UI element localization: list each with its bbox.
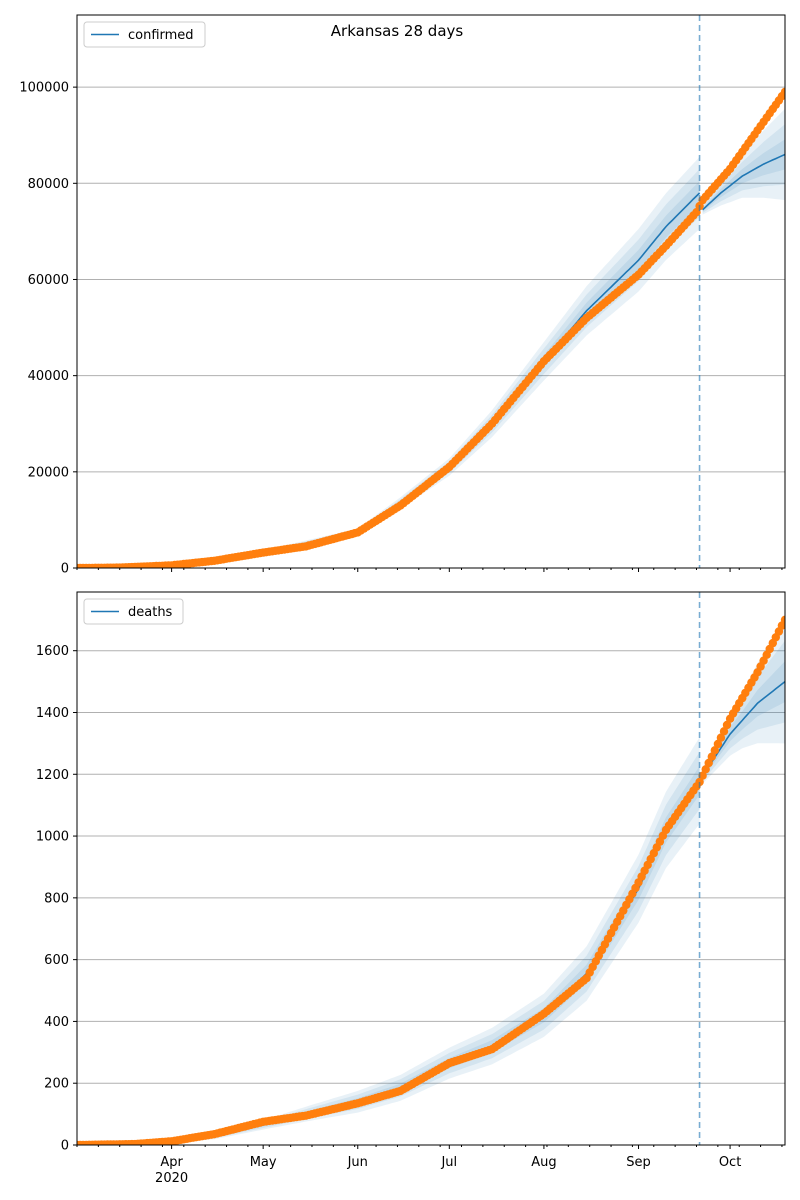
model-line-forecast [702, 153, 785, 211]
y-tick-label: 1000 [36, 830, 69, 845]
y-tick-label: 20000 [28, 465, 69, 480]
observed-point [710, 746, 719, 755]
plot-area [77, 87, 785, 568]
figure-title: Arkansas 28 days [331, 22, 464, 40]
x-tick-label: Apr [160, 1155, 183, 1170]
x-tick-label: Jun [347, 1155, 368, 1170]
x-tick-label: Jul [440, 1155, 457, 1170]
y-tick-label: 100000 [19, 81, 69, 96]
legend-box [83, 598, 184, 625]
observed-point [780, 87, 785, 97]
y-tick-label: 80000 [28, 177, 69, 192]
y-tick-label: 600 [44, 953, 69, 968]
legend: confirmed [83, 21, 206, 48]
model-line-forecast [701, 680, 785, 777]
uncertainty-band-forecast-0 [702, 108, 785, 215]
deaths-panel: 0 200 400 600 800 1000 1200 1400 1600 deaths Apr20… [36, 591, 786, 1186]
legend-label: confirmed [128, 28, 194, 43]
observed-point [716, 733, 726, 742]
x-year-label: 2020 [155, 1171, 188, 1186]
observed-point [713, 739, 723, 749]
y-tick-label: 0 [61, 1139, 69, 1154]
x-tick-label: Sep [626, 1155, 651, 1170]
observed-point [780, 615, 785, 624]
x-tick-label: Aug [531, 1155, 556, 1170]
y-tick-label: 1200 [36, 768, 69, 783]
confirmed-panel: 0 20000 40000 60000 80000 100000 confirmed [19, 14, 786, 577]
observed-point [722, 720, 732, 730]
legend: deaths [83, 598, 184, 625]
observed-point [701, 765, 710, 774]
y-tick-label: 400 [44, 1015, 69, 1030]
legend-label: deaths [128, 605, 173, 620]
x-tick-label: Oct [719, 1155, 741, 1170]
axes-frame [76, 591, 786, 1146]
observed-point [698, 771, 707, 780]
observed-point [707, 752, 716, 761]
y-tick-label: 0 [61, 562, 69, 577]
plot-area [77, 615, 785, 1145]
y-tick-label: 800 [44, 891, 69, 906]
y-tick-label: 60000 [28, 273, 69, 288]
y-tick-label: 1400 [36, 706, 69, 721]
legend-box [83, 21, 206, 48]
axes-frame [76, 14, 786, 569]
y-tick-label: 40000 [28, 369, 69, 384]
y-tick-label: 1600 [36, 644, 69, 659]
y-tick-label: 200 [44, 1077, 69, 1092]
x-tick-label: May [250, 1155, 277, 1170]
observed-point [719, 727, 729, 736]
observed-point [704, 758, 713, 768]
